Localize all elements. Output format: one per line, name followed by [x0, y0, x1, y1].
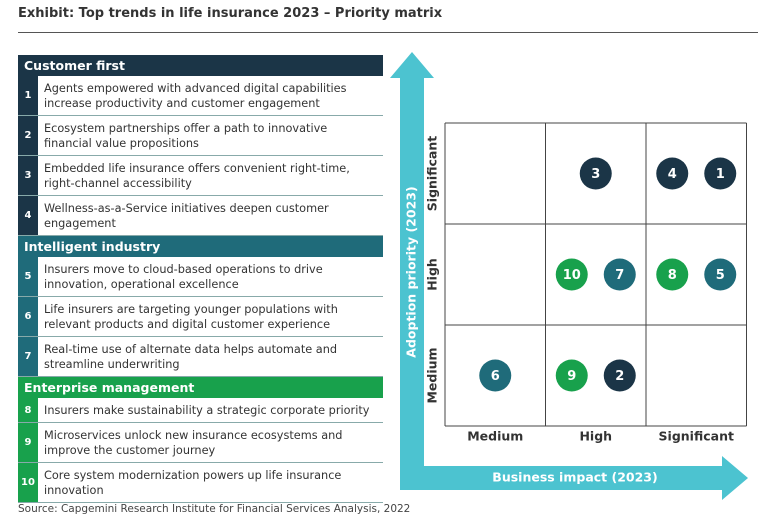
item-number: 4: [18, 196, 38, 235]
trend-marker: [555, 359, 588, 392]
trend-item: 4 Wellness-as-a-Service initiatives deepe…: [18, 196, 383, 236]
section-header: Enterprise management: [18, 377, 383, 398]
trend-marker-label: 10: [563, 268, 581, 283]
trend-item: 7 Real-time use of alternate data helps a…: [18, 337, 383, 377]
row-label: Medium: [425, 347, 440, 403]
trend-marker: [603, 359, 636, 392]
row-label: High: [425, 258, 440, 291]
x-axis-label: Business impact (2023): [492, 470, 657, 485]
column-label: High: [579, 429, 612, 444]
trend-item: 5 Insurers move to cloud-based operations…: [18, 257, 383, 297]
trend-item: 8 Insurers make sustainability a strategi…: [18, 398, 383, 423]
y-axis-label: Adoption priority (2023): [404, 186, 419, 357]
trend-marker: [579, 157, 612, 190]
trend-marker-label: 9: [567, 369, 576, 384]
trend-marker-label: 7: [615, 268, 624, 283]
item-number: 2: [18, 116, 38, 155]
row-label: Significant: [425, 136, 440, 211]
trend-marker-label: 5: [716, 268, 725, 283]
trend-marker: [656, 258, 689, 291]
rule: [18, 32, 758, 33]
trend-list: Customer first 1 Agents empowered with adv…: [18, 55, 383, 503]
source: Source: Capgemini Research Institute for…: [18, 503, 411, 515]
trend-marker-label: 1: [716, 167, 725, 182]
item-text: Insurers make sustainability a strategic…: [44, 403, 370, 417]
trend-marker-label: 8: [668, 268, 677, 283]
trend-item: 2 Ecosystem partnerships offer a path to …: [18, 116, 383, 156]
item-number: 5: [18, 257, 38, 296]
item-number: 10: [18, 463, 38, 502]
title: Exhibit: Top trends in life insurance 20…: [18, 6, 443, 21]
item-text: Wellness-as-a-Service initiatives deepen…: [44, 201, 329, 230]
trend-item: 9 Microservices unlock new insurance ecos…: [18, 423, 383, 463]
trend-marker-label: 6: [491, 369, 500, 384]
section-header: Intelligent industry: [18, 236, 383, 257]
item-number: 3: [18, 156, 38, 195]
item-number: 1: [18, 76, 38, 115]
trend-marker-label: 3: [591, 167, 600, 182]
trend-marker-label: 2: [615, 369, 624, 384]
item-text: Embedded life insurance offers convenien…: [44, 161, 350, 190]
item-text: Life insurers are targeting younger popu…: [44, 302, 338, 331]
section-header: Customer first: [18, 55, 383, 76]
item-number: 6: [18, 297, 38, 336]
column-label: Significant: [659, 429, 734, 444]
item-number: 9: [18, 423, 38, 462]
trend-marker: [704, 258, 737, 291]
trend-marker: [555, 258, 588, 291]
trend-marker: [704, 157, 737, 190]
item-text: Real-time use of alternate data helps au…: [44, 342, 338, 371]
trend-item: 3 Embedded life insurance offers convenie…: [18, 156, 383, 196]
trend-item: 1 Agents empowered with advanced digital …: [18, 76, 383, 116]
trend-marker-label: 4: [668, 167, 677, 182]
trend-marker: [656, 157, 689, 190]
trend-item: 10 Core system modernization powers up li…: [18, 463, 383, 503]
trend-item: 6 Life insurers are targeting younger pop…: [18, 297, 383, 337]
trend-marker: [603, 258, 636, 291]
item-text: Agents empowered with advanced digital c…: [44, 81, 347, 110]
item-number: 7: [18, 337, 38, 376]
item-number: 8: [18, 398, 38, 422]
item-text: Insurers move to cloud-based operations …: [44, 262, 323, 291]
trend-marker: [479, 359, 512, 392]
column-label: Medium: [467, 429, 523, 444]
item-text: Microservices unlock new insurance ecosy…: [44, 428, 343, 457]
item-text: Core system modernization powers up life…: [44, 468, 342, 497]
item-text: Ecosystem partnerships offer a path to i…: [44, 121, 328, 150]
